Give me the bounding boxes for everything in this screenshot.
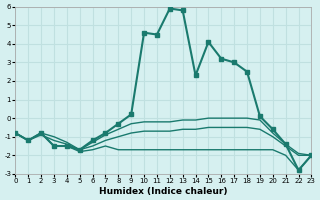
X-axis label: Humidex (Indice chaleur): Humidex (Indice chaleur) xyxy=(99,187,228,196)
